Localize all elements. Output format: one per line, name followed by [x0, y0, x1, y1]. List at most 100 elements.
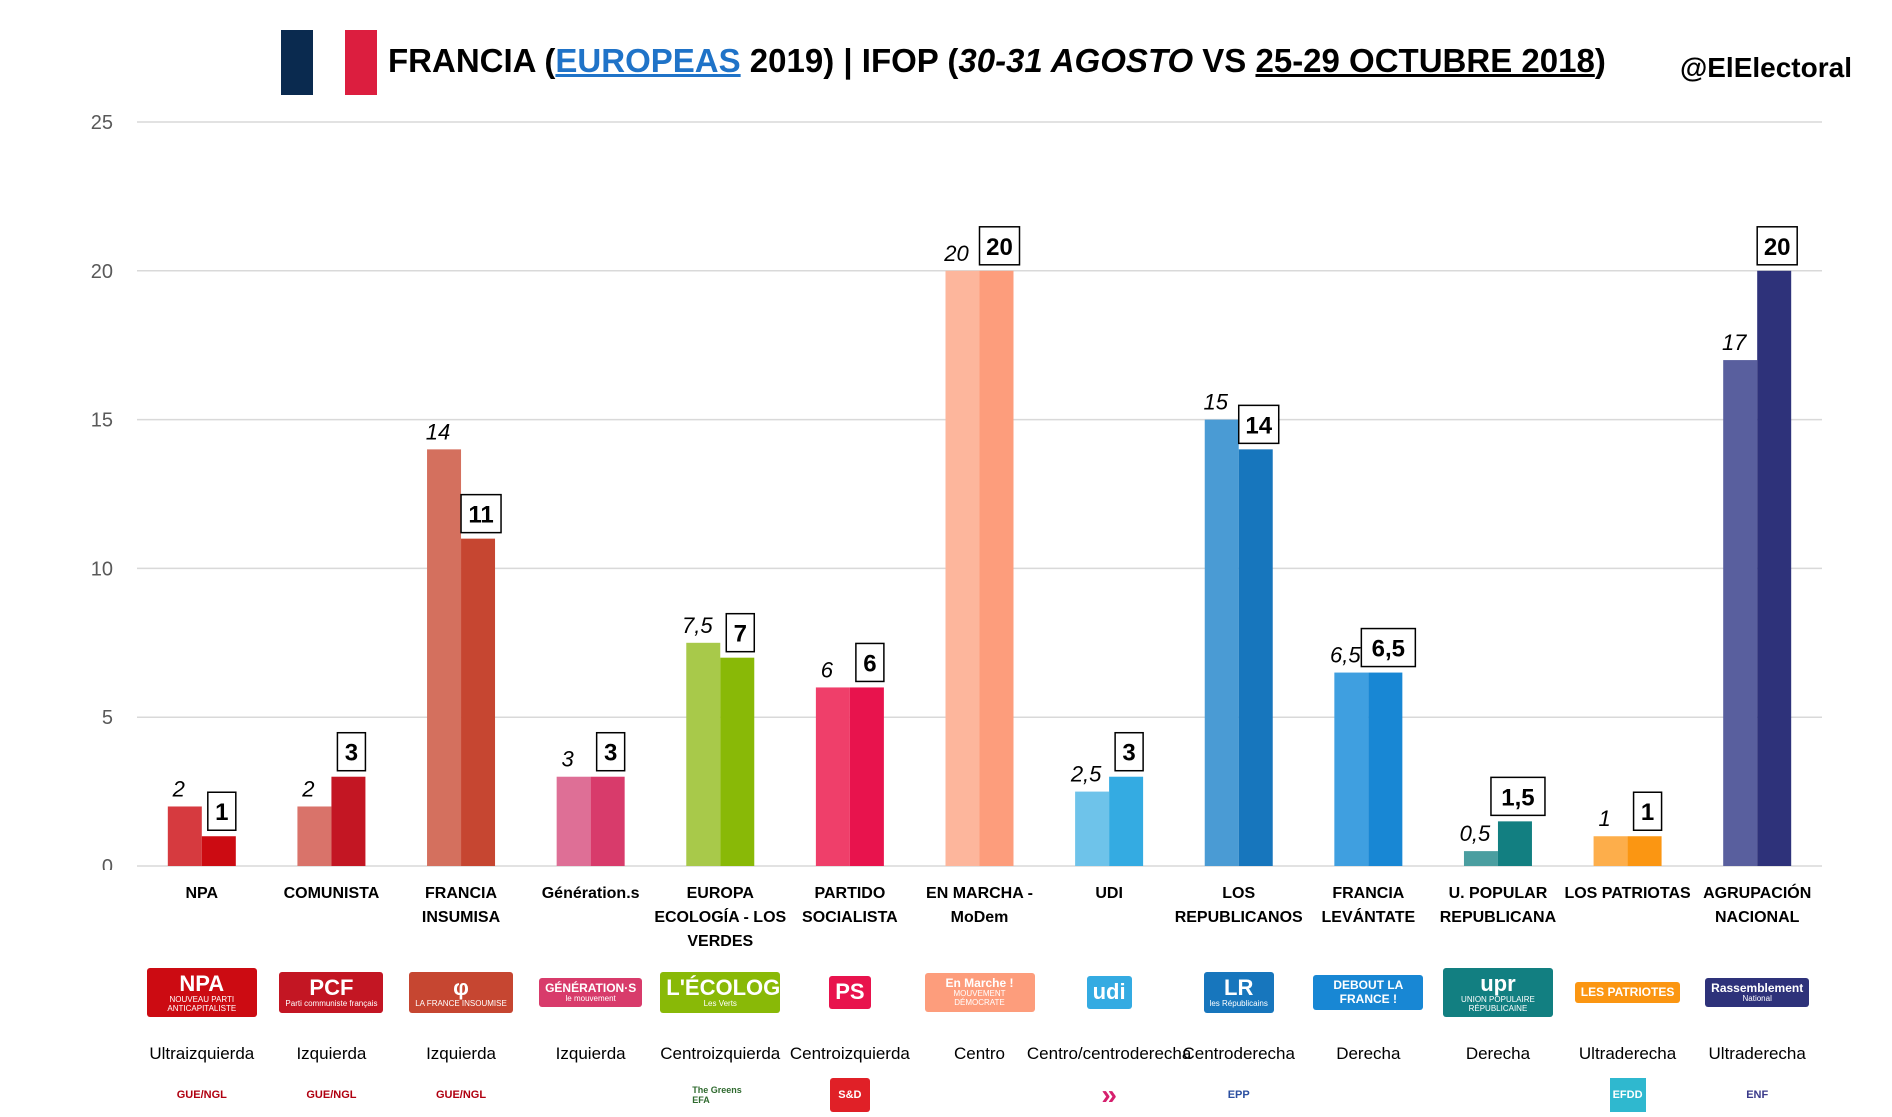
eu-group-logo: EFDD — [1609, 1078, 1646, 1112]
bar-previous — [1204, 419, 1239, 866]
data-label-current: 20 — [1764, 234, 1791, 261]
y-tick-label: 5 — [102, 707, 113, 729]
party-logo-subtext: National — [1742, 993, 1772, 1003]
party-logo-text: PCF — [309, 975, 354, 1000]
party-logo-text: LES PATRIOTES — [1580, 984, 1675, 999]
category-label: EN MARCHA - MoDem — [905, 882, 1055, 930]
bar-current — [1497, 821, 1532, 866]
ideology-label: Centro/centroderecha — [1026, 1044, 1192, 1063]
eu-group-logo: » — [1101, 1079, 1117, 1110]
party-logo: En Marche ! MOUVEMENT DÉMOCRATE — [924, 955, 1035, 1030]
data-label-previous: 14 — [426, 419, 450, 444]
bar-current — [1238, 449, 1273, 866]
category-label-line: REPUBLICANA — [1439, 909, 1557, 926]
ideology-label: Izquierda — [555, 1044, 626, 1063]
category-label-line: ECOLOGÍA - LOS — [654, 909, 787, 926]
data-label-previous: 17 — [1722, 330, 1747, 355]
party-logo-text: L'ÉCOLOGIE — [666, 975, 802, 1000]
data-label-box — [1756, 226, 1798, 266]
party-logo-text: En Marche ! — [945, 976, 1014, 991]
y-tick-label: 25 — [91, 112, 113, 134]
category-label: NPA — [127, 882, 277, 906]
eu-group-logo: GUE/NGL — [176, 1089, 227, 1101]
category-label-line: Génération.s — [541, 885, 640, 902]
bar-current — [849, 687, 884, 866]
party-logo: L'ÉCOLOGIE Les Verts — [660, 955, 802, 1030]
ideology-label: Centroizquierda — [789, 1044, 910, 1063]
party-logo-text: LR — [1224, 975, 1254, 1000]
bar-previous — [1334, 672, 1369, 866]
bar-previous — [815, 687, 850, 866]
bar-previous — [1593, 836, 1628, 866]
bar-current — [1109, 776, 1144, 866]
ideology-label: Ultraizquierda — [149, 1044, 255, 1063]
data-label-previous: 2 — [301, 776, 314, 801]
data-label-box — [460, 493, 502, 534]
category-label-line: AGRUPACIÓN — [1703, 885, 1812, 902]
data-label-previous: 1 — [1598, 806, 1610, 831]
flag-blue-stripe — [281, 30, 313, 95]
category-label: COMUNISTA — [256, 882, 406, 906]
category-label: UDI — [1034, 882, 1184, 906]
data-label-previous: 2,5 — [1070, 762, 1102, 787]
data-label-current: 3 — [345, 740, 358, 767]
data-label-box — [978, 226, 1021, 266]
y-tick-label: 20 — [91, 261, 113, 283]
category-label: FRANCIA LEVÁNTATE — [1293, 882, 1443, 930]
category-label-line: REPUBLICANOS — [1174, 909, 1303, 926]
category-label: U. POPULAR REPUBLICANA — [1423, 882, 1573, 930]
bar-previous — [556, 776, 591, 866]
bar-current — [461, 538, 496, 866]
y-tick-label: 0 — [102, 856, 113, 870]
bar-current — [590, 776, 625, 866]
bar-current — [720, 657, 755, 866]
europeas-link[interactable]: EUROPEAS — [555, 42, 741, 79]
data-label-current: 1 — [1641, 799, 1654, 826]
data-label-current: 3 — [604, 740, 617, 767]
party-logo: Rassemblement National — [1702, 955, 1812, 1030]
data-label-previous: 20 — [943, 241, 969, 266]
bar-previous — [427, 449, 462, 866]
bar-previous — [1723, 360, 1758, 866]
data-label-box — [1360, 627, 1417, 668]
data-label-current: 6,5 — [1372, 636, 1405, 663]
bar-previous — [945, 270, 980, 866]
category-label-line: U. POPULAR — [1448, 885, 1548, 902]
bar-current — [1757, 270, 1792, 866]
bar-current — [1368, 672, 1403, 866]
data-label-box — [1632, 791, 1663, 831]
category-label: Génération.s — [516, 882, 666, 906]
category-label: EUROPA ECOLOGÍA - LOS VERDES — [645, 882, 795, 954]
data-label-previous: 7,5 — [682, 613, 713, 638]
category-label: LOS PATRIOTAS — [1553, 882, 1703, 906]
party-logo-text: upr — [1480, 970, 1516, 996]
ideology-label: Derecha — [1336, 1044, 1401, 1063]
category-label-line: FRANCIA — [1332, 885, 1405, 902]
bar-previous — [1075, 791, 1110, 866]
bar-current — [331, 776, 366, 866]
category-label-line: FRANCIA — [425, 885, 498, 902]
data-label-box — [1114, 731, 1144, 772]
data-label-box — [855, 642, 885, 683]
data-label-previous: 6,5 — [1330, 643, 1361, 668]
category-label-line: PARTIDO — [814, 885, 886, 902]
eu-group-logo: EPP — [1227, 1089, 1250, 1101]
category-label-line: NPA — [185, 885, 219, 902]
category-label-line: EUROPA — [686, 885, 754, 902]
category-label: LOS REPUBLICANOS — [1164, 882, 1314, 930]
eu-group-logo: GUE/NGL — [435, 1089, 487, 1101]
category-label: PARTIDO SOCIALISTA — [775, 882, 925, 930]
category-label: FRANCIA INSUMISA — [386, 882, 536, 930]
party-logo-subtext: UNION POPULAIRE RÉPUBLICAINE — [1461, 994, 1535, 1013]
data-label-box — [207, 791, 237, 831]
data-label-previous: 2 — [172, 776, 185, 801]
data-label-box — [1237, 404, 1280, 445]
chart-title: FRANCIA (EUROPEAS 2019) | IFOP (30-31 AG… — [388, 42, 1606, 79]
category-label-line: MoDem — [950, 909, 1009, 926]
ideology-label: Izquierda — [296, 1044, 367, 1063]
ideology-label: Ultraderecha — [1708, 1044, 1806, 1063]
category-label-line: SOCIALISTA — [802, 909, 898, 926]
author-handle: @ElElectoral — [1679, 52, 1852, 83]
party-logo-text: DEBOUT LA FRANCE ! — [1333, 978, 1404, 1006]
